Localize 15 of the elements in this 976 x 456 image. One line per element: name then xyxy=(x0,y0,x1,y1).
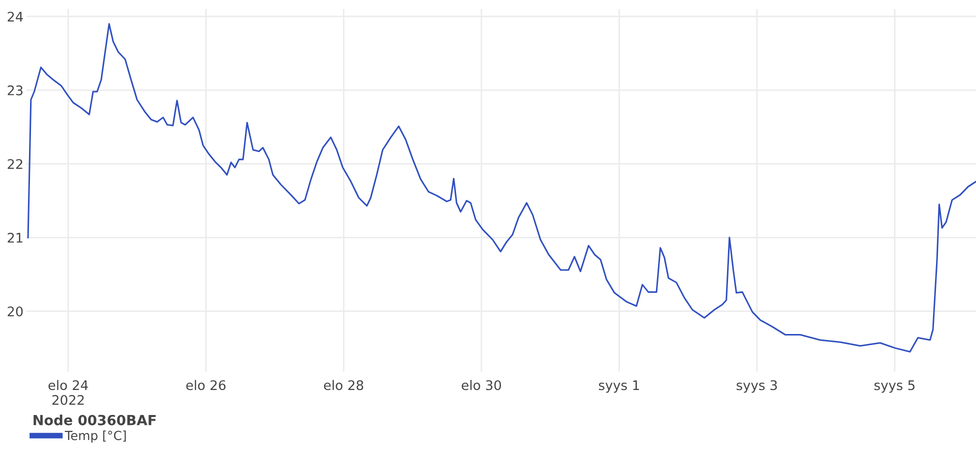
x-tick-label: elo 24 2022 xyxy=(48,380,88,405)
x-tick-label: syys 5 xyxy=(874,380,915,393)
x-tick-label: elo 26 xyxy=(186,380,226,390)
x-tick-label: syys 3 xyxy=(736,380,777,393)
y-tick-label: 21 xyxy=(8,232,22,243)
y-tick-label: 22 xyxy=(8,159,22,169)
legend-label: Temp [°C] xyxy=(64,430,126,443)
x-tick-label: elo 30 xyxy=(462,380,501,390)
x-tick-label: syys 1 xyxy=(598,380,639,393)
x-tick-label: elo 28 xyxy=(324,380,364,390)
legend-title: Node 00360BAF xyxy=(34,414,156,426)
y-tick-label: 24 xyxy=(8,12,23,22)
y-tick-label: 20 xyxy=(8,306,23,316)
line-series xyxy=(27,23,976,353)
y-tick-label: 23 xyxy=(8,85,23,96)
